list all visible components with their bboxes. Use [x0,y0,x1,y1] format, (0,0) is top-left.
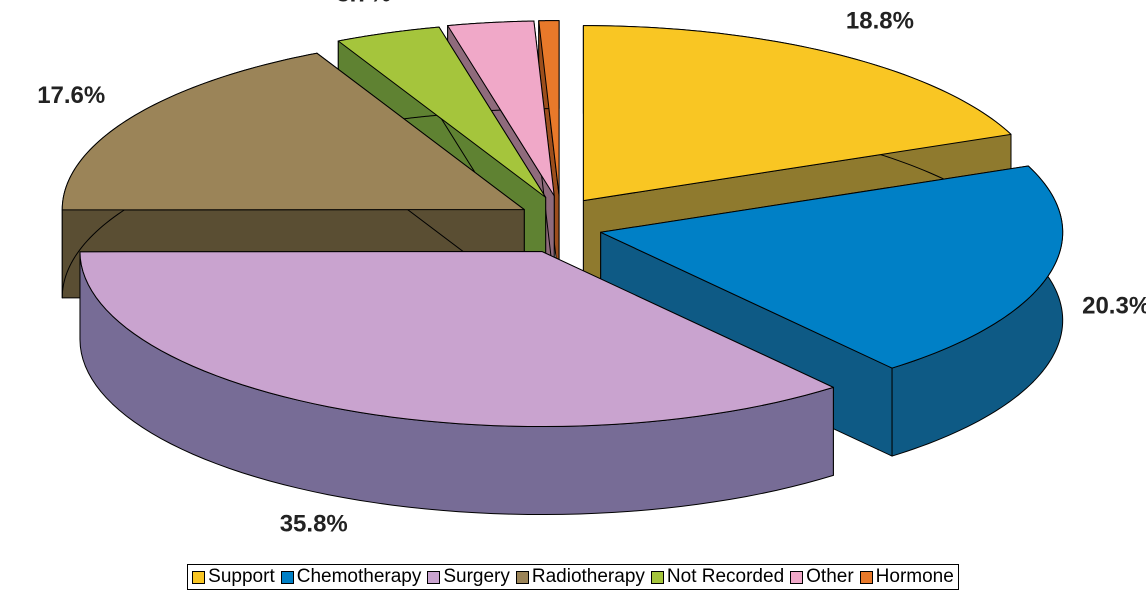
legend-swatch [650,570,664,584]
legend-label: Support [208,566,275,587]
pie-plot: 18.8%20.3%35.8%17.6%3.7%3.0%0.7% [37,0,1146,538]
slice [600,165,1064,369]
legend-item: Support [192,566,275,588]
slice [447,20,555,197]
legend-item: Not Recorded [650,566,785,588]
legend-label: Chemotherapy [296,566,422,587]
data-label: 35.8% [280,511,348,538]
legend-label: Surgery [443,566,510,587]
data-label: 17.6% [37,82,105,109]
legend-item: Other [790,566,854,588]
slice [337,26,547,198]
legend-swatch [515,570,529,584]
slice [538,20,560,197]
legend-swatch [859,570,873,584]
slice [582,25,1012,202]
legend-swatch [192,570,206,584]
legend-label: Hormone [875,566,954,587]
legend-item: Chemotherapy [280,566,422,588]
legend-item: Surgery [427,566,510,588]
legend-label: Other [806,566,854,587]
legend-swatch [790,570,804,584]
data-label: 18.8% [846,7,914,34]
legend-item: Hormone [859,566,954,588]
legend-item: Radiotherapy [515,566,645,588]
legend-label: Radiotherapy [531,566,645,587]
legend-swatch [280,570,294,584]
data-label: 3.7% [336,0,391,8]
legend: Support Chemotherapy Surgery Radiotherapy No… [0,564,1146,590]
slice [61,52,525,211]
data-label: 20.3% [1082,293,1146,320]
slice [79,251,834,428]
legend-box: Support Chemotherapy Surgery Radiotherapy No… [187,564,959,590]
legend-swatch [427,570,441,584]
legend-label: Not Recorded [666,566,785,587]
